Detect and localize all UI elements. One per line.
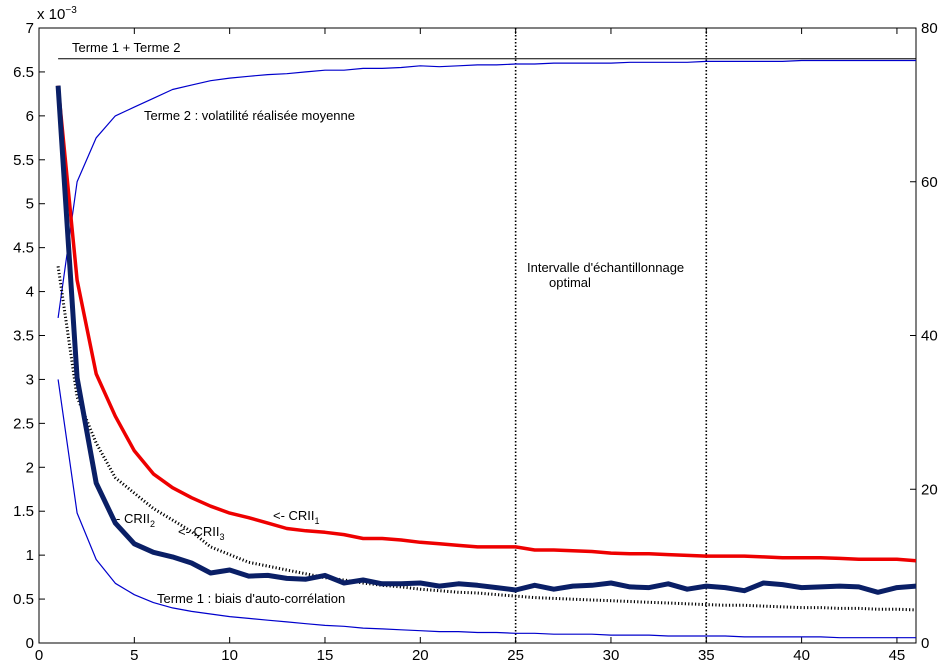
y2-tick-label: 20 <box>921 481 938 498</box>
y-tick-label: 7 <box>26 20 34 37</box>
x-tick-label: 10 <box>221 647 238 664</box>
y-tick-label: 0.5 <box>13 591 34 608</box>
annotation-terme2: Terme 2 : volatilité réalisée moyenne <box>144 108 355 123</box>
series-lines <box>55 58 917 639</box>
x-tick-label: 20 <box>412 647 429 664</box>
annotation-crii2: - CRII2 <box>116 511 155 529</box>
x-tick-label: 15 <box>317 647 334 664</box>
y2-tick-label: 40 <box>921 328 938 345</box>
y2-tick-label: 0 <box>921 635 929 652</box>
y-tick-label: 5 <box>26 196 34 213</box>
y-tick-label: 6.5 <box>13 64 34 81</box>
y-tick-label: 0 <box>26 635 34 652</box>
y2-tick-label: 80 <box>921 20 938 37</box>
y-tick-label: 1 <box>26 547 34 564</box>
annotation-crii3: <- CRII3 <box>178 524 225 542</box>
series-crii2 <box>55 85 917 595</box>
y-tick-label: 2.5 <box>13 415 34 432</box>
axis-ticks: 0 5 10 15 20 25 30 35 40 45 0 0.5 1 1.5 2 2.5 3 3.5 4 4.5 5 5… <box>13 20 938 664</box>
x-tick-label: 0 <box>35 647 43 664</box>
annotation-intervalle-line2: optimal <box>549 275 591 290</box>
optimal-interval-lines <box>514 28 708 643</box>
annotation-crii1: <- CRII1 <box>273 508 320 526</box>
x-tick-label: 45 <box>889 647 906 664</box>
x-tick-label: 5 <box>130 647 138 664</box>
y-tick-label: 1.5 <box>13 503 34 520</box>
y-tick-label: 3 <box>26 371 34 388</box>
y-tick-label: 5.5 <box>13 152 34 169</box>
x-tick-label: 25 <box>507 647 524 664</box>
y-tick-label: 2 <box>26 459 34 476</box>
y-exponent-label: x 10−3 <box>37 5 77 23</box>
y-tick-label: 6 <box>26 108 34 125</box>
y2-tick-label: 60 <box>921 174 938 191</box>
x-tick-label: 40 <box>793 647 810 664</box>
x-tick-label: 30 <box>603 647 620 664</box>
annotation-terme1: Terme 1 : biais d'auto-corrélation <box>157 591 345 606</box>
y-tick-label: 4.5 <box>13 240 34 257</box>
series-terme2 <box>57 59 916 318</box>
annotation-terme12: Terme 1 + Terme 2 <box>72 40 181 55</box>
series-terme1 <box>57 379 916 639</box>
series-crii1 <box>56 85 917 563</box>
series-crii3 <box>56 266 917 612</box>
y-tick-label: 3.5 <box>13 328 34 345</box>
annotation-intervalle-line1: Intervalle d'échantillonnage <box>527 260 684 275</box>
x-tick-label: 35 <box>698 647 715 664</box>
y-tick-label: 4 <box>26 284 34 301</box>
